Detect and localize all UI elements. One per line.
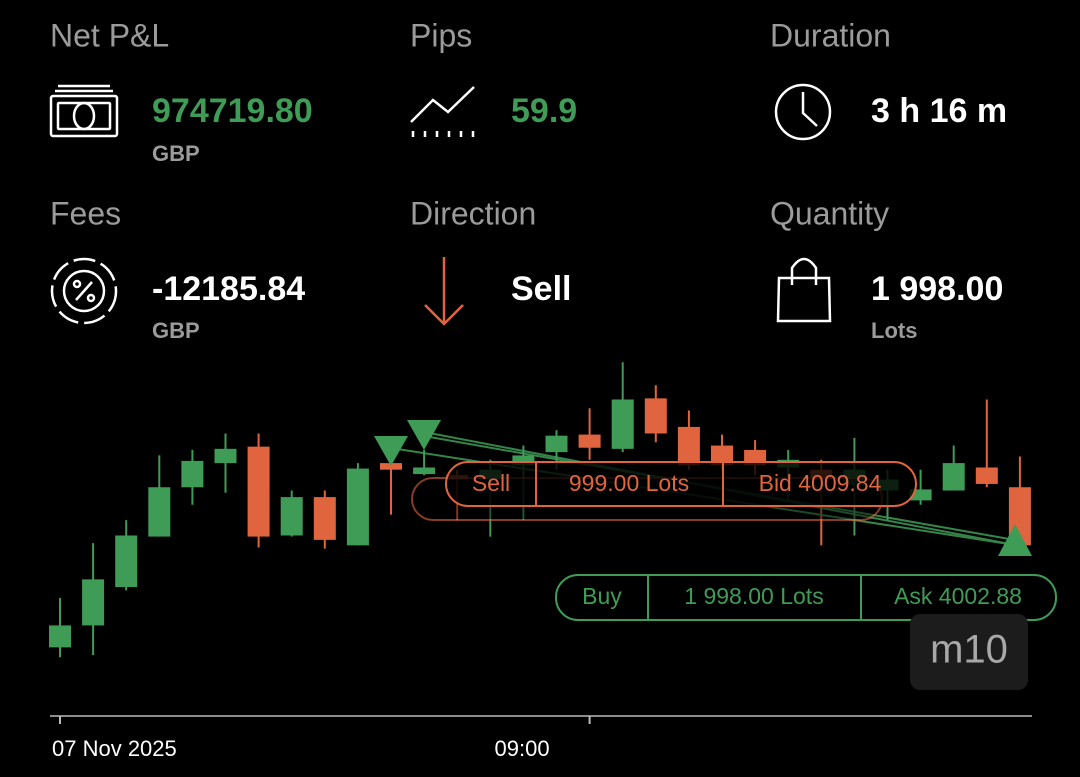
candle-body [611, 399, 634, 449]
x-tick-label: 07 Nov 2025 [52, 736, 177, 761]
stat-label: Duration [770, 17, 891, 53]
stat-value: 974719.80 [152, 92, 313, 130]
order-box [555, 574, 1057, 621]
sell-order-label[interactable]: Sell 999.00 Lots Bid 4009.84 [445, 461, 917, 507]
candle-body [975, 467, 998, 484]
order-box [445, 461, 917, 507]
stat-label: Quantity [770, 195, 889, 231]
stat-label: Pips [410, 17, 472, 53]
stat-label: Direction [410, 195, 536, 231]
stat-unit: GBP [152, 318, 200, 343]
candle-body [148, 487, 171, 537]
candle-body [909, 489, 932, 501]
x-axis-labels: 07 Nov 2025 09:00 [52, 716, 591, 761]
order-side: Sell [472, 470, 510, 496]
clock-icon [774, 83, 832, 141]
stat-unit: GBP [152, 141, 200, 166]
candle-body [942, 463, 965, 491]
candle-body [380, 463, 402, 470]
stat-label: Net P&L [50, 17, 169, 53]
stat-value: Sell [511, 270, 571, 308]
candle-body [49, 625, 71, 648]
candle-body [677, 426, 700, 466]
stat-value: 1 998.00 [871, 270, 1003, 308]
stat-unit: Lots [871, 318, 917, 343]
pips-icon [410, 86, 475, 137]
candle-body [545, 435, 568, 453]
order-quantity: 999.00 Lots [569, 470, 689, 496]
buy-order-label[interactable]: Buy 1 998.00 Lots Ask 4002.88 [555, 574, 1057, 621]
sell-marker [407, 420, 441, 450]
candle-body [280, 497, 303, 536]
candle-body [512, 455, 535, 466]
candle-body [711, 445, 733, 466]
candle-body [413, 467, 436, 475]
candle-body [578, 434, 601, 448]
order-quantity: 1 998.00 Lots [684, 583, 823, 609]
candle-body [644, 398, 667, 434]
candle-body [247, 446, 270, 537]
candle-body [82, 579, 105, 626]
stat-label: Fees [50, 195, 121, 231]
stat-value: -12185.84 [152, 270, 305, 308]
candle-body [346, 468, 369, 546]
direction-arrow [424, 257, 464, 326]
percent-icon [50, 257, 118, 325]
bag-icon [776, 257, 832, 323]
buy-marker [998, 524, 1032, 556]
candle-body [181, 460, 204, 488]
banknote-icon [49, 84, 119, 138]
candle-body [214, 448, 237, 464]
order-price: Ask 4002.88 [894, 583, 1022, 609]
sell-marker [374, 436, 408, 466]
stat-value: 3 h 16 m [871, 92, 1007, 130]
order-price: Bid 4009.84 [759, 470, 882, 496]
x-tick-label: 09:00 [495, 736, 550, 761]
badge-bg [910, 614, 1028, 690]
order-side: Buy [582, 583, 622, 609]
candle-body [313, 497, 336, 540]
candle-body [115, 535, 138, 588]
timeframe-badge[interactable]: m10 [910, 614, 1028, 690]
timeframe: m10 [930, 628, 1008, 672]
stat-value: 59.9 [511, 92, 577, 130]
